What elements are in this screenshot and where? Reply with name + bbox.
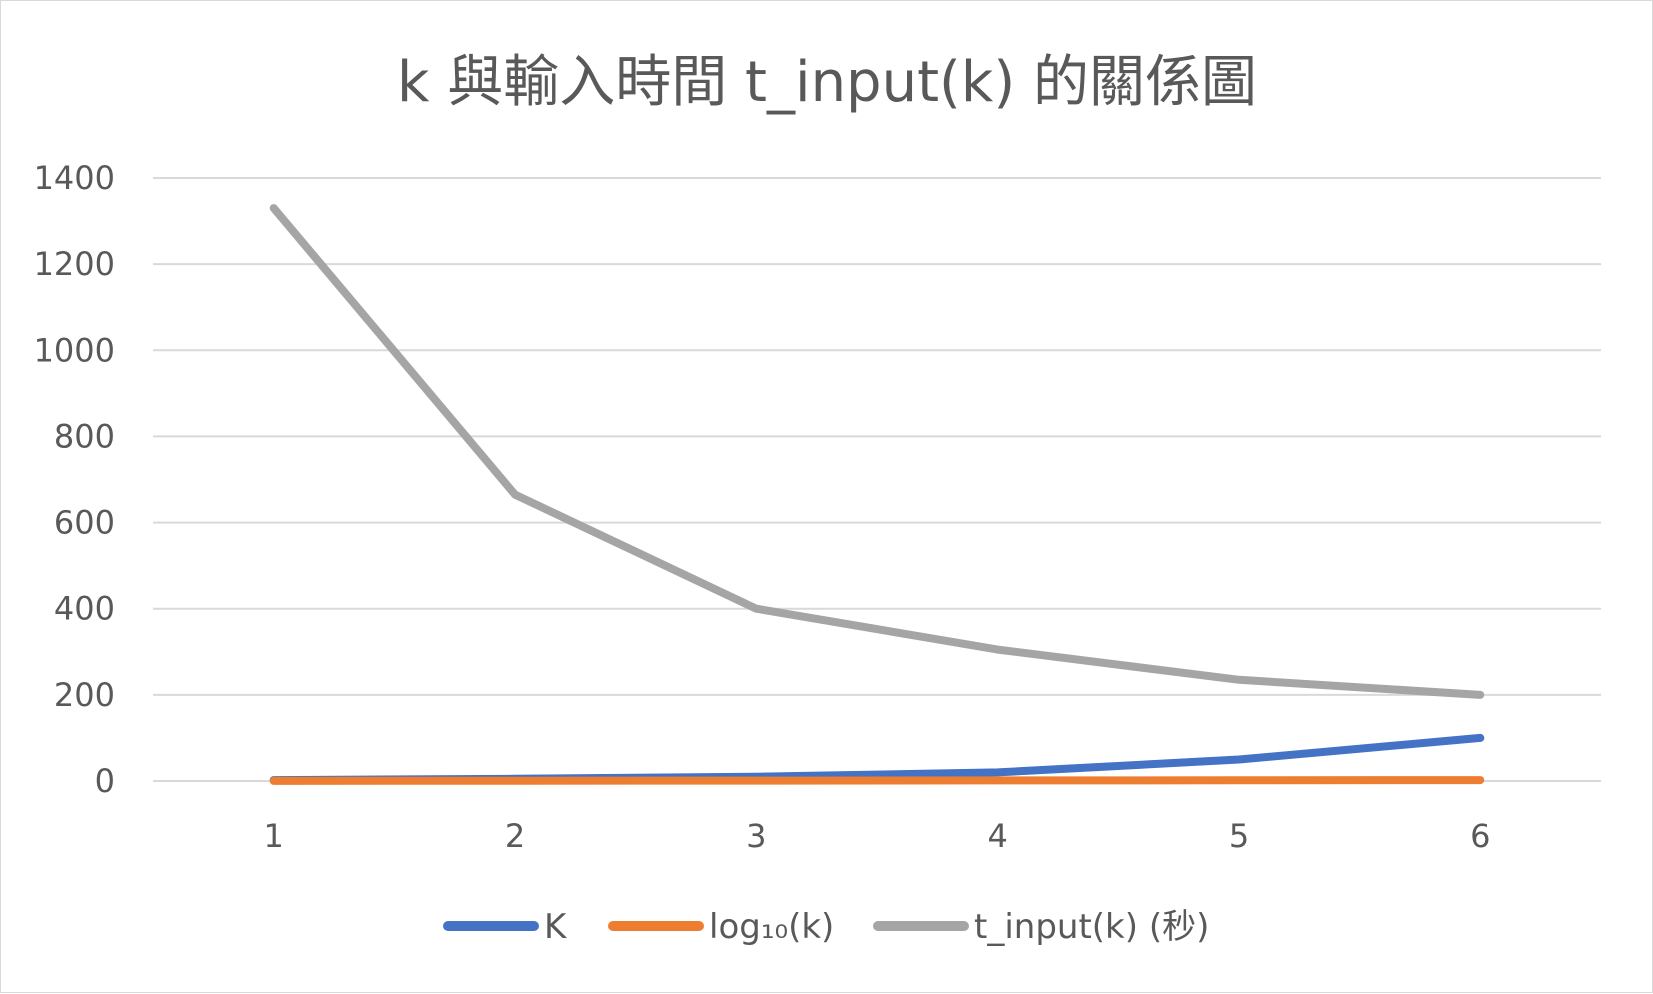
y-tick-label: 0 <box>95 762 115 800</box>
x-axis-ticks: 1 2 3 4 5 6 <box>263 817 1490 855</box>
chart-title: k 與輸入時間 t_input(k) 的關係圖 <box>397 50 1257 115</box>
y-tick-label: 400 <box>54 590 115 628</box>
x-tick-label: 6 <box>1470 817 1490 855</box>
y-tick-label: 800 <box>54 417 115 455</box>
y-tick-label: 200 <box>54 676 115 714</box>
legend-label: t_input(k) (秒) <box>974 907 1209 947</box>
y-tick-label: 1000 <box>34 331 115 369</box>
legend-label: K <box>544 907 568 947</box>
y-tick-label: 600 <box>54 504 115 542</box>
series-lines <box>269 204 1485 785</box>
x-tick-label: 1 <box>263 817 283 855</box>
legend-label: log₁₀(k) <box>709 907 834 947</box>
x-tick-label: 5 <box>1229 817 1249 855</box>
series-line-0 <box>269 733 1485 785</box>
x-tick-label: 3 <box>746 817 766 855</box>
series-line-2 <box>269 204 1485 699</box>
y-tick-label: 1400 <box>34 159 115 197</box>
x-tick-label: 2 <box>505 817 525 855</box>
y-axis-ticks: 0 200 400 600 800 1000 1200 1400 <box>34 159 115 800</box>
series-line-1 <box>269 776 1485 785</box>
x-tick-label: 4 <box>987 817 1007 855</box>
y-tick-label: 1200 <box>34 245 115 283</box>
